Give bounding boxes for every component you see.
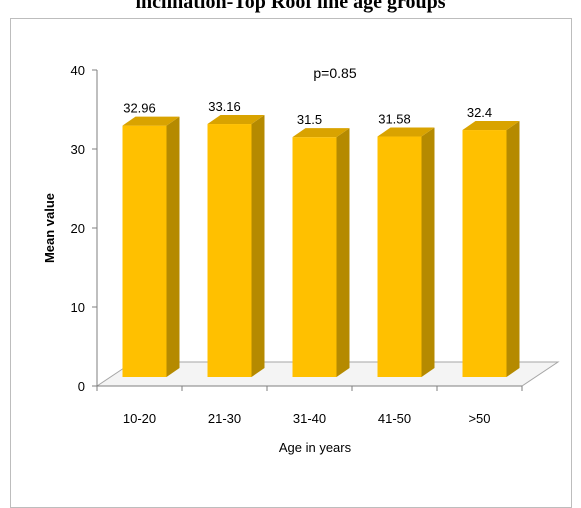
page-title: inclination-Top Roof line age groups (135, 0, 446, 13)
data-label: 31.5 (297, 112, 322, 127)
p-value-annotation: p=0.85 (313, 65, 356, 81)
bar-side (336, 128, 350, 377)
bar-top (207, 115, 265, 125)
bar-top (377, 127, 435, 137)
data-label: 32.4 (467, 105, 492, 120)
chart-figure: inclination-Top Roof line age groups 0 10… (10, 0, 572, 508)
x-tick-label: 41-50 (378, 411, 411, 426)
y-tick-label: 40 (71, 63, 85, 78)
bar-21-30 (207, 115, 265, 377)
bars (122, 115, 520, 377)
y-axis-title: Mean value (42, 193, 57, 263)
data-labels: 32.96 33.16 31.5 31.58 32.4 (123, 99, 492, 127)
bar->50 (462, 121, 520, 377)
y-tick-label: 30 (71, 142, 85, 157)
data-label: 31.58 (378, 112, 411, 127)
bar-chart: 0 10 20 30 40 10-20 21-30 31-40 41-50 >50 32.96 33… (42, 63, 560, 455)
y-tick-label: 0 (78, 379, 85, 394)
bar-top (122, 116, 180, 126)
bar-top (292, 128, 350, 138)
bar-top (462, 121, 520, 131)
x-tick-label: 31-40 (293, 411, 326, 426)
x-axis-title: Age in years (279, 440, 352, 455)
x-tick-label: >50 (468, 411, 490, 426)
bar-front (122, 125, 167, 377)
x-tick-label: 10-20 (123, 411, 156, 426)
bar-side (166, 116, 180, 377)
chart-axes: 0 10 20 30 40 10-20 21-30 31-40 41-50 >50 (71, 63, 523, 426)
bar-front (207, 124, 252, 377)
bar-front (462, 130, 507, 377)
data-label: 32.96 (123, 101, 156, 116)
x-tick-label: 21-30 (208, 411, 241, 426)
bar-side (251, 115, 265, 377)
y-tick-label: 10 (71, 300, 85, 315)
bar-front (292, 137, 337, 377)
bar-front (377, 136, 422, 377)
bar-31-40 (292, 128, 350, 377)
bar-side (421, 127, 435, 377)
bar-side (506, 121, 520, 377)
bar-10-20 (122, 116, 180, 377)
bar-41-50 (377, 127, 435, 377)
y-tick-label: 20 (71, 221, 85, 236)
data-label: 33.16 (208, 99, 241, 114)
